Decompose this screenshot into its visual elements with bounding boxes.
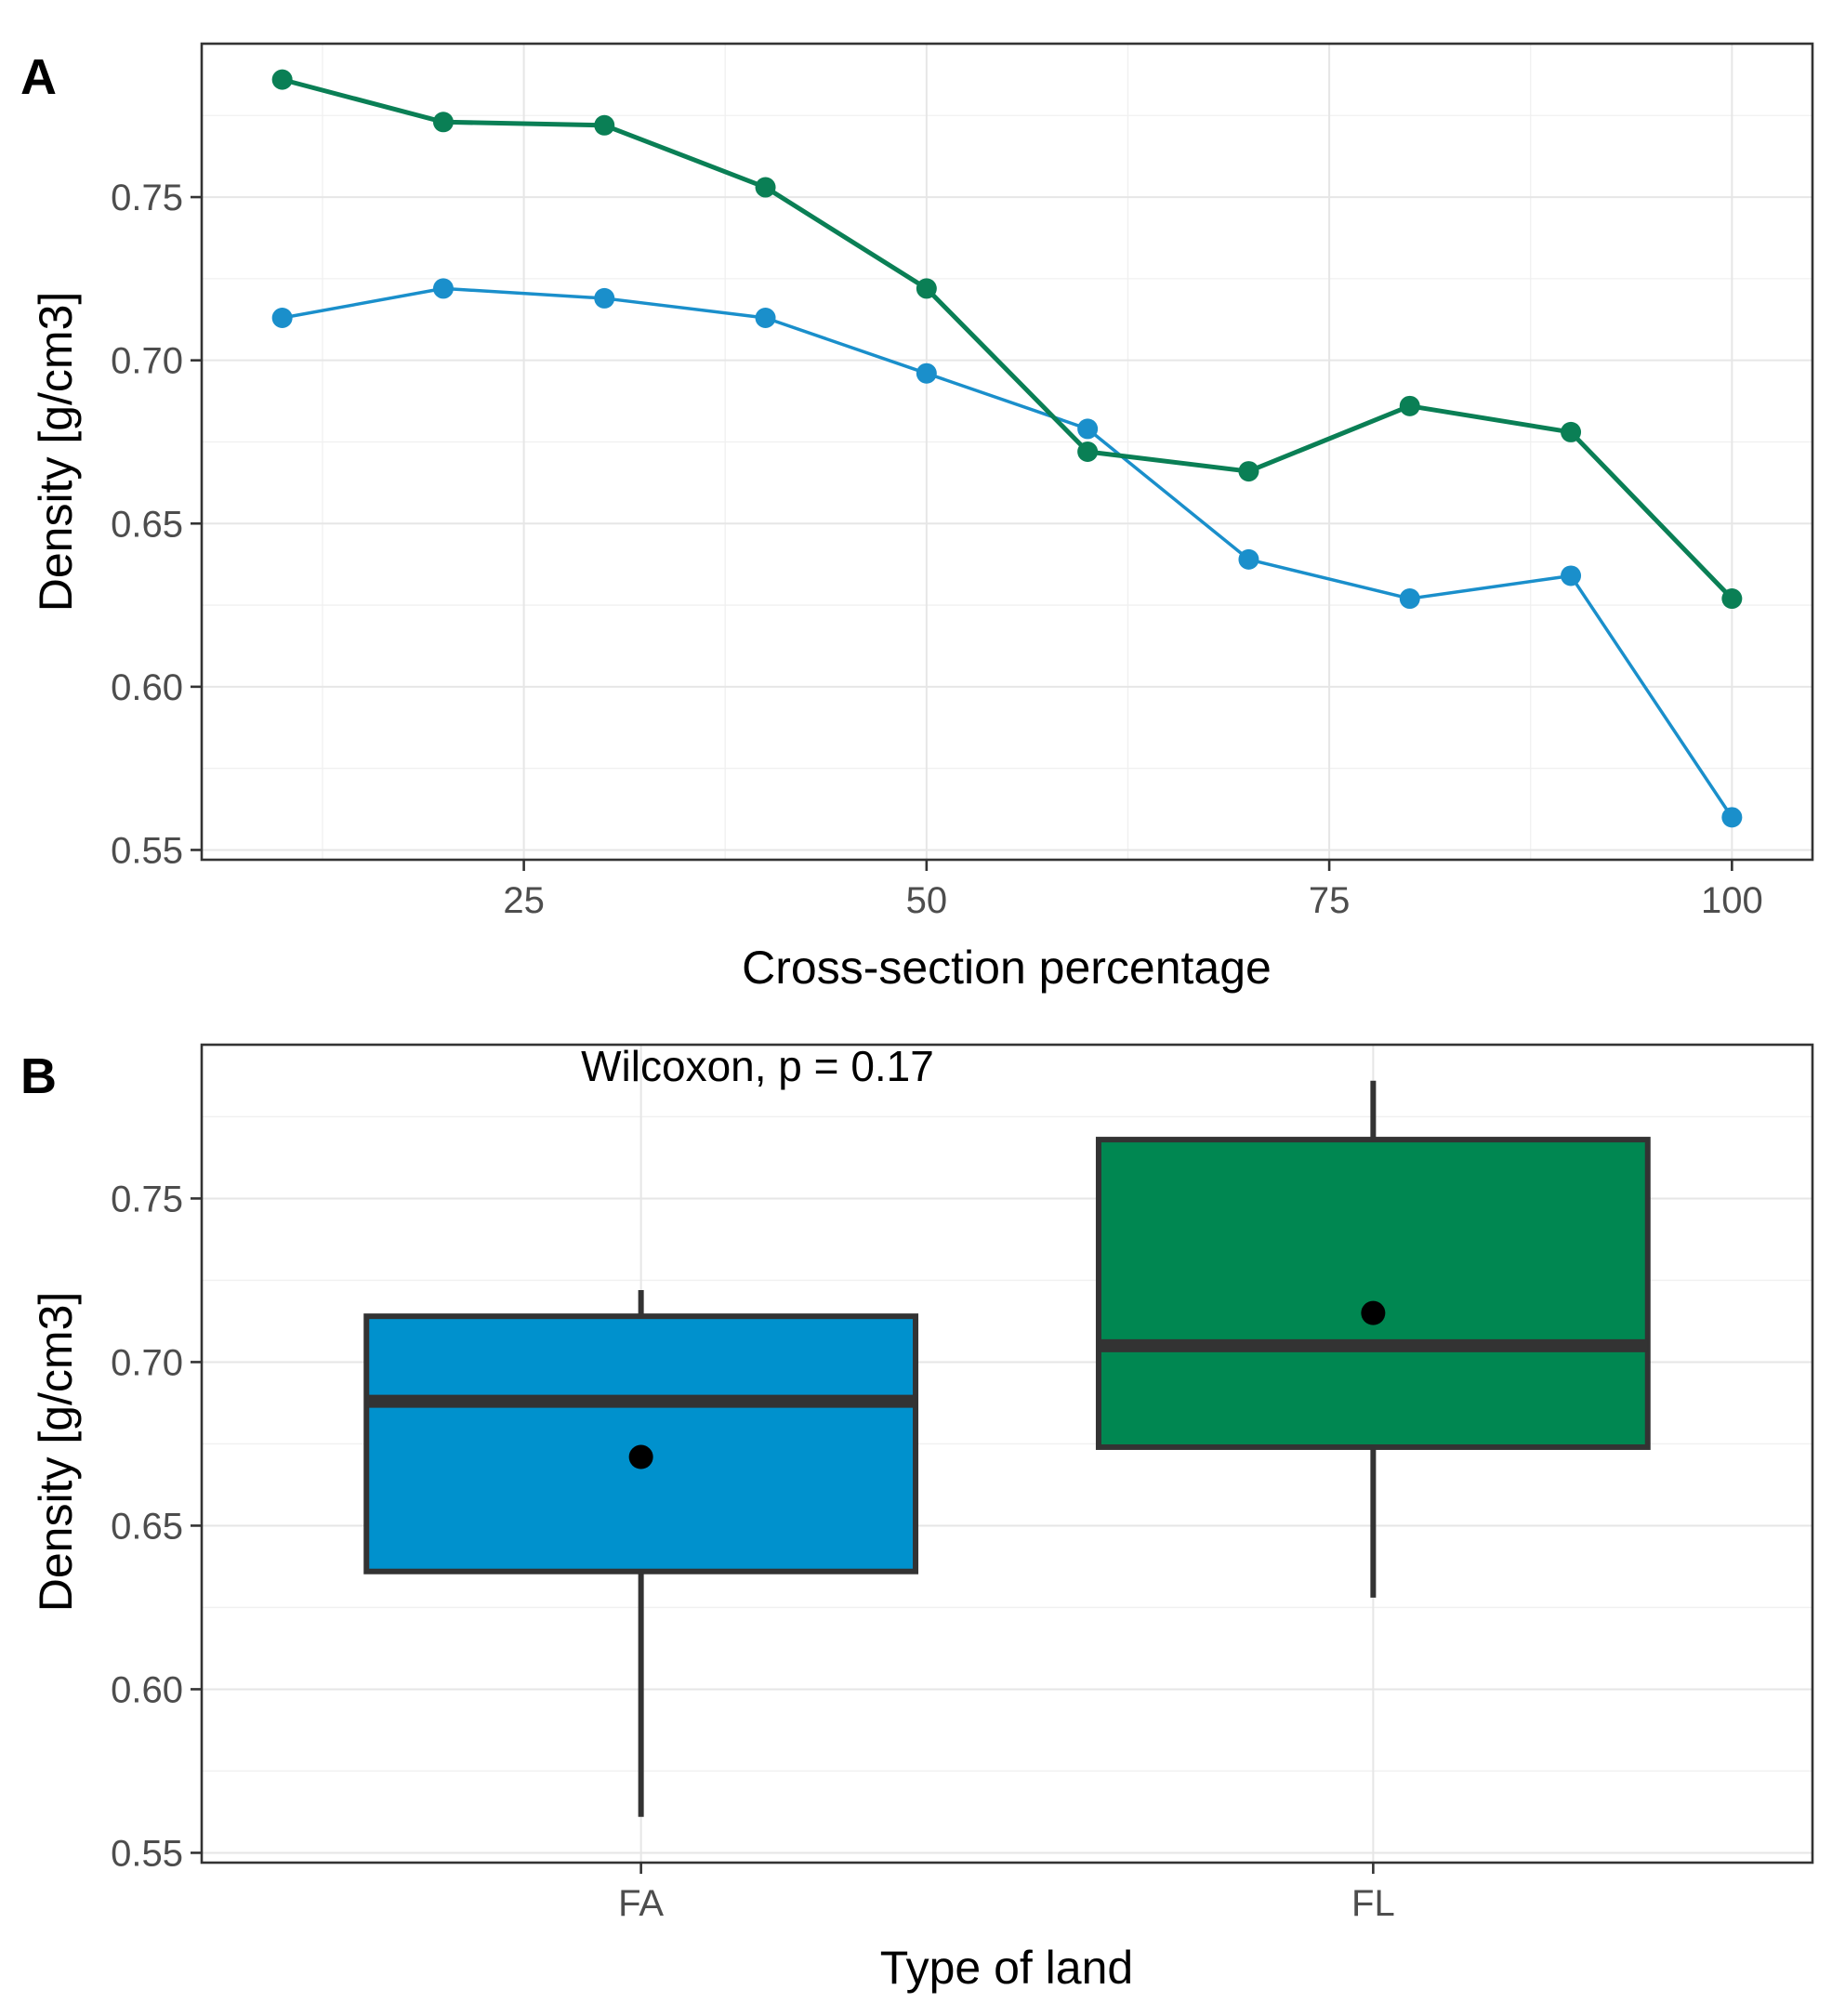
mean-point-fl [1361, 1300, 1386, 1325]
panel-a-y-tick-label: 0.55 [111, 830, 183, 871]
panel-a-gridlines [202, 44, 1812, 860]
data-point-fl-80 [1399, 395, 1420, 416]
panel-b-letter: B [20, 1048, 57, 1104]
panel-b-y-tick-label: 0.65 [111, 1506, 183, 1547]
wilcoxon-annotation: Wilcoxon, p = 0.17 [581, 1042, 934, 1090]
data-point-fl-30 [594, 114, 615, 136]
series-line-fa [282, 286, 1733, 819]
panel-b-x-tick-label-fl: FL [1351, 1883, 1395, 1924]
data-point-fl-90 [1561, 421, 1582, 442]
panel-b-boxes [363, 1080, 1651, 1817]
box-fa [363, 1313, 919, 1575]
panel-b-x-tick-label-fa: FA [618, 1883, 664, 1924]
panel-a-y-tick-label: 0.60 [111, 667, 183, 708]
data-point-fl-20 [432, 112, 454, 133]
panel-b-y-tick-label: 0.70 [111, 1342, 183, 1383]
panel-a-border [200, 42, 1814, 862]
panel-b-box-plot: B 0.55 0.60 0.65 0.70 0.75 FA FL Wilcoxon, p =… [20, 1042, 1814, 1994]
series-line-fl [282, 77, 1734, 600]
panel-b-border [200, 1043, 1814, 1864]
data-point-fa-80 [1399, 588, 1420, 610]
panel-a-y-tick-label: 0.65 [111, 504, 183, 545]
box-fl [1095, 1137, 1651, 1450]
data-point-fa-60 [1077, 418, 1099, 440]
panel-a-y-axis-title: Density [g/cm3] [30, 292, 82, 613]
panel-a-series [271, 69, 1743, 828]
panel-a-letter: A [20, 49, 57, 105]
data-point-fl-60 [1077, 441, 1099, 462]
panel-b-y-axis-title: Density [g/cm3] [30, 1292, 82, 1613]
data-point-fa-40 [755, 308, 776, 329]
data-point-fa-70 [1238, 548, 1259, 570]
data-point-fa-10 [271, 308, 293, 329]
mean-point-fa [628, 1444, 653, 1469]
panel-a-x-axis-title: Cross-section percentage [742, 942, 1272, 994]
panel-b-y-tick-label: 0.55 [111, 1833, 183, 1874]
panel-a-line-chart: A 0.55 0.60 0.65 0.70 0.75 25 50 75 100 Cross-se… [20, 42, 1814, 994]
panel-a-x-tick-label: 25 [503, 880, 545, 921]
data-point-fl-100 [1721, 588, 1743, 610]
panel-b-y-tick-label: 0.75 [111, 1179, 183, 1219]
panel-a-x-tick-label: 100 [1701, 880, 1763, 921]
panel-b-ticks: 0.55 0.60 0.65 0.70 0.75 FA FL [111, 1179, 1395, 1924]
data-point-fa-30 [594, 287, 615, 309]
data-point-fl-40 [755, 177, 776, 198]
panel-a-x-tick-label: 75 [1309, 880, 1351, 921]
data-point-fa-90 [1561, 565, 1582, 586]
data-point-fl-10 [271, 69, 293, 90]
data-point-fa-100 [1721, 807, 1743, 828]
data-point-fa-20 [432, 278, 454, 299]
panel-b-y-tick-label: 0.60 [111, 1669, 183, 1710]
data-point-fl-70 [1238, 461, 1259, 482]
panel-b-x-axis-title: Type of land [880, 1942, 1133, 1994]
panel-a-y-tick-label: 0.70 [111, 341, 183, 382]
data-point-fl-50 [916, 278, 937, 299]
data-point-fa-50 [916, 362, 937, 384]
panel-a-x-tick-label: 50 [906, 880, 948, 921]
panel-a-ticks: 0.55 0.60 0.65 0.70 0.75 25 50 75 100 [111, 178, 1763, 921]
panel-a-y-tick-label: 0.75 [111, 178, 183, 218]
